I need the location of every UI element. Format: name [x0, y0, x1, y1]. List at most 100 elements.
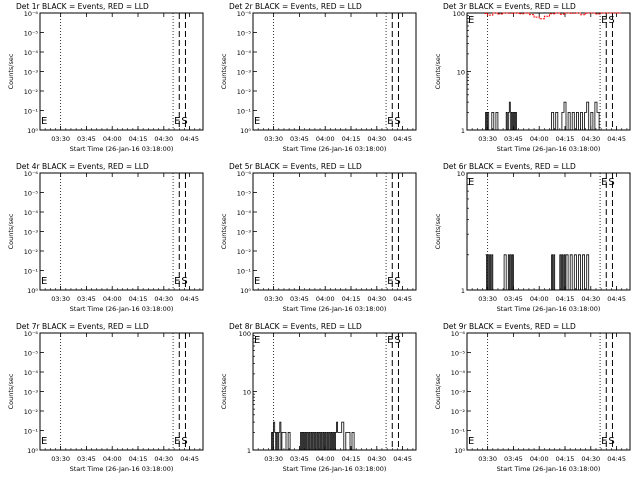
- y-tick-label: 10⁰: [27, 127, 38, 135]
- plot-frame: [466, 332, 631, 451]
- x-tick-label: 03:45: [504, 295, 523, 303]
- end-marker-s: S: [395, 335, 401, 346]
- x-tick-label: 04:15: [555, 295, 574, 303]
- x-tick-label: 03:45: [504, 135, 523, 143]
- y-tick-label: 100: [239, 330, 251, 338]
- y-tick-label: 10⁻⁴: [24, 369, 39, 377]
- plot-frame: [252, 12, 417, 131]
- x-tick-label: 04:45: [394, 135, 413, 143]
- detector-panel-8: Det 8r BLACK = Events, RED = LLD 100 10 1 Co…: [213, 320, 426, 480]
- y-tick-label: 1: [460, 287, 464, 295]
- x-tick-label: 03:45: [290, 295, 309, 303]
- start-marker-e: E: [41, 116, 47, 127]
- plot-frame: [39, 12, 204, 131]
- y-tick-label: 10⁻³: [24, 229, 39, 237]
- y-tick-label: 10⁻⁴: [237, 209, 252, 217]
- y-axis-label: Counts/sec: [7, 213, 15, 249]
- end-marker-s: S: [395, 116, 401, 127]
- y-tick-label: 10⁻⁴: [450, 369, 465, 377]
- y-tick-label: 10⁻³: [24, 389, 39, 397]
- start-marker-e: E: [254, 335, 260, 346]
- y-tick-label: 10⁰: [240, 287, 251, 295]
- plot-frame: [252, 172, 417, 291]
- plot-frame: [39, 332, 204, 451]
- end-marker-s: S: [181, 436, 187, 447]
- x-tick-label: 04:45: [607, 135, 626, 143]
- x-tick-label: 04:00: [316, 455, 335, 463]
- end-marker-e: E: [387, 276, 393, 287]
- x-tick-label: 04:00: [529, 135, 548, 143]
- y-tick-label: 10⁰: [27, 287, 38, 295]
- x-tick-label: 04:45: [607, 295, 626, 303]
- y-axis-label: Counts/sec: [434, 53, 442, 89]
- detector-panel-6: Det 6r BLACK = Events, RED = LLD 10 1 Count…: [427, 160, 640, 320]
- x-tick-label: 03:30: [51, 295, 70, 303]
- end-marker-e: E: [387, 335, 393, 346]
- chart-svg: Det 9r BLACK = Events, RED = LLD 10⁰ 10⁻¹ 1…: [434, 322, 631, 473]
- x-tick-label: 04:15: [342, 455, 361, 463]
- y-tick-label: 10⁻⁵: [450, 350, 465, 358]
- chart-title: Det 8r BLACK = Events, RED = LLD: [229, 322, 362, 331]
- y-tick-label: 10⁻³: [450, 389, 465, 397]
- x-tick-label: 04:00: [316, 135, 335, 143]
- start-marker-e: E: [468, 177, 474, 188]
- y-tick-label: 10⁻⁶: [24, 10, 39, 18]
- x-tick-label: 04:30: [368, 135, 387, 143]
- detector-panel-1: Det 1r BLACK = Events, RED = LLD 10⁰ 10⁻¹ 1…: [0, 0, 213, 160]
- x-tick-label: 04:45: [180, 295, 199, 303]
- x-tick-label: 04:30: [368, 455, 387, 463]
- y-tick-label: 100: [452, 10, 464, 18]
- detector-panel-4: Det 4r BLACK = Events, RED = LLD 10⁰ 10⁻¹ 1…: [0, 160, 213, 320]
- x-tick-label: 04:30: [154, 135, 173, 143]
- detector-panel-3: Det 3r BLACK = Events, RED = LLD 100 10 1 Co…: [427, 0, 640, 160]
- y-tick-label: 10⁻⁶: [450, 330, 465, 338]
- x-tick-label: 04:00: [316, 295, 335, 303]
- y-tick-label: 10⁻¹: [237, 268, 252, 276]
- x-tick-label: 04:15: [129, 135, 148, 143]
- y-tick-label: 10⁻³: [24, 69, 39, 77]
- y-axis-label: Counts/sec: [7, 53, 15, 89]
- x-tick-label: 04:45: [394, 295, 413, 303]
- y-tick-label: 10⁻⁶: [24, 170, 39, 178]
- chart-title: Det 2r BLACK = Events, RED = LLD: [229, 2, 362, 11]
- detector-panel-9: Det 9r BLACK = Events, RED = LLD 10⁰ 10⁻¹ 1…: [427, 320, 640, 480]
- y-tick-label: 10⁻²: [237, 248, 252, 256]
- y-tick-label: 10⁰: [240, 127, 251, 135]
- x-tick-label: 03:30: [51, 135, 70, 143]
- events-series-line: [485, 254, 611, 291]
- x-tick-label: 03:30: [478, 295, 497, 303]
- x-tick-label: 04:00: [103, 295, 122, 303]
- y-tick-label: 10⁰: [454, 447, 465, 455]
- y-axis-label: Counts/sec: [434, 213, 442, 249]
- y-tick-label: 10⁻⁵: [237, 30, 252, 38]
- y-tick-label: 10⁻¹: [24, 268, 39, 276]
- y-tick-label: 10⁻⁵: [237, 190, 252, 198]
- chart-title: Det 6r BLACK = Events, RED = LLD: [443, 162, 576, 171]
- y-tick-label: 1: [247, 447, 251, 455]
- y-tick-label: 10: [243, 389, 251, 397]
- x-tick-label: 04:30: [581, 135, 600, 143]
- y-tick-label: 10⁻⁶: [237, 170, 252, 178]
- detector-panel-5: Det 5r BLACK = Events, RED = LLD 10⁰ 10⁻¹ 1…: [213, 160, 426, 320]
- detector-panel-2: Det 2r BLACK = Events, RED = LLD 10⁰ 10⁻¹ 1…: [213, 0, 426, 160]
- x-tick-label: 03:30: [265, 295, 284, 303]
- start-marker-e: E: [468, 436, 474, 447]
- x-tick-label: 04:15: [342, 135, 361, 143]
- x-tick-label: 04:45: [180, 135, 199, 143]
- chart-title: Det 7r BLACK = Events, RED = LLD: [16, 322, 149, 331]
- end-marker-e: E: [174, 436, 180, 447]
- x-tick-label: 03:30: [478, 455, 497, 463]
- x-axis-label: Start Time (26-Jan-16 03:18:00): [283, 305, 387, 313]
- start-marker-e: E: [41, 436, 47, 447]
- y-tick-label: 10⁻⁴: [24, 209, 39, 217]
- y-axis-label: Counts/sec: [220, 373, 228, 409]
- x-tick-label: 04:45: [180, 455, 199, 463]
- y-tick-label: 10⁻⁵: [24, 350, 39, 358]
- x-axis-label: Start Time (26-Jan-16 03:18:00): [70, 305, 174, 313]
- y-tick-label: 10⁻²: [24, 88, 39, 96]
- end-marker-s: S: [395, 276, 401, 287]
- detector-panel-7: Det 7r BLACK = Events, RED = LLD 10⁰ 10⁻¹ 1…: [0, 320, 213, 480]
- y-tick-label: 10⁻⁵: [24, 30, 39, 38]
